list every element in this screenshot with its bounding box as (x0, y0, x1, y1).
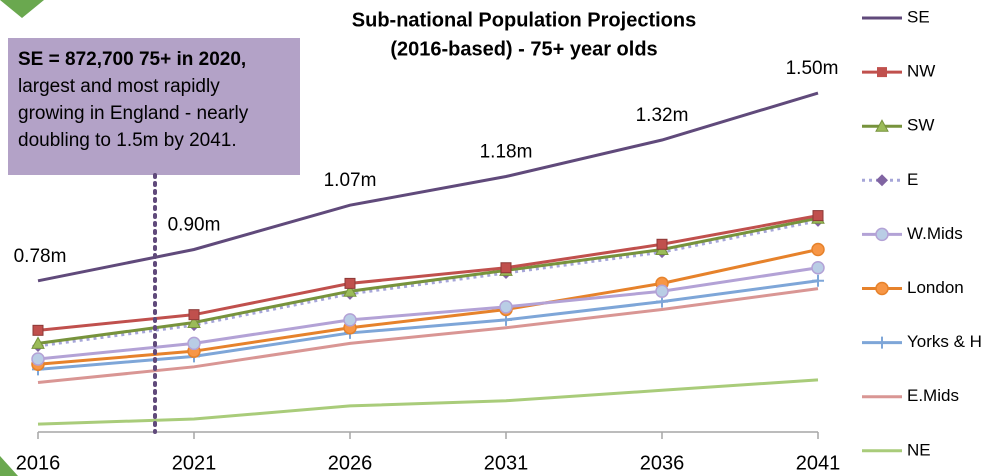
series-line (37, 266, 819, 361)
annotation-line: doubling to 1.5m by 2041. (18, 130, 237, 151)
legend-label: E (907, 170, 918, 189)
annotation-line: largest and most rapidly (18, 76, 220, 97)
data-point (187, 336, 201, 351)
chart-title: Sub-national Population Projections (352, 9, 696, 31)
x-tick-label: 2036 (640, 452, 685, 474)
legend-label: SW (907, 116, 934, 135)
data-point (343, 313, 357, 327)
legend-marker (875, 227, 889, 242)
legend-label: E.Mids (907, 386, 959, 405)
legend-label: NE (907, 440, 931, 459)
data-point (188, 309, 200, 321)
data-point (32, 324, 44, 336)
series-line (37, 378, 819, 426)
annotation-box (8, 38, 300, 175)
data-point (344, 277, 356, 289)
data-point (812, 274, 824, 287)
data-point (811, 242, 825, 257)
chart-subtitle: (2016-based) - 75+ year olds (390, 38, 657, 60)
decoration (0, 456, 18, 476)
legend-label: W.Mids (907, 224, 963, 243)
x-tick-label: 2021 (172, 452, 217, 474)
x-tick-label: 2031 (484, 452, 529, 474)
data-point (500, 262, 512, 274)
legend-label: Yorks & H (907, 332, 982, 351)
annotation-line: growing in England - nearly (18, 103, 249, 124)
series-line (37, 287, 819, 384)
decoration (0, 0, 44, 18)
legend-marker (875, 281, 889, 296)
data-point (187, 315, 201, 328)
series-line (37, 91, 819, 283)
legend: SE NW SW E W.Mids London Yorks & H E.Mids NE (862, 7, 982, 459)
data-point (31, 352, 45, 366)
data-label: 1.18m (480, 142, 533, 163)
series-line (37, 248, 819, 366)
data-point (812, 210, 824, 222)
x-tick-label: 2041 (796, 452, 841, 474)
data-point (655, 284, 669, 298)
data-point (811, 261, 825, 275)
legend-marker (876, 336, 888, 349)
data-label: 1.50m (786, 58, 839, 79)
series-line (37, 214, 819, 332)
data-point (499, 300, 513, 314)
data-label: 0.78m (14, 246, 67, 267)
legend-marker (876, 174, 888, 187)
x-tick-label: 2026 (328, 452, 373, 474)
legend-label: London (907, 278, 964, 297)
x-tick-label: 2016 (16, 452, 61, 474)
annotation-heading: SE = 872,700 75+ in 2020, (18, 49, 246, 70)
legend-marker (877, 67, 887, 78)
series-line (37, 279, 819, 371)
series-line (37, 216, 819, 345)
data-point (656, 238, 668, 250)
data-label: 1.32m (636, 105, 689, 126)
data-point (31, 336, 45, 349)
legend-marker (875, 119, 889, 132)
plot-area: 2016 2021 2026 2031 2036 2041 0.78m 0.90m 1.07m 1… (14, 58, 841, 474)
data-label: 1.07m (324, 170, 377, 191)
data-label: 0.90m (168, 215, 221, 236)
data-point (343, 284, 357, 297)
legend-label: SE (907, 7, 930, 26)
legend-label: NW (907, 62, 935, 81)
